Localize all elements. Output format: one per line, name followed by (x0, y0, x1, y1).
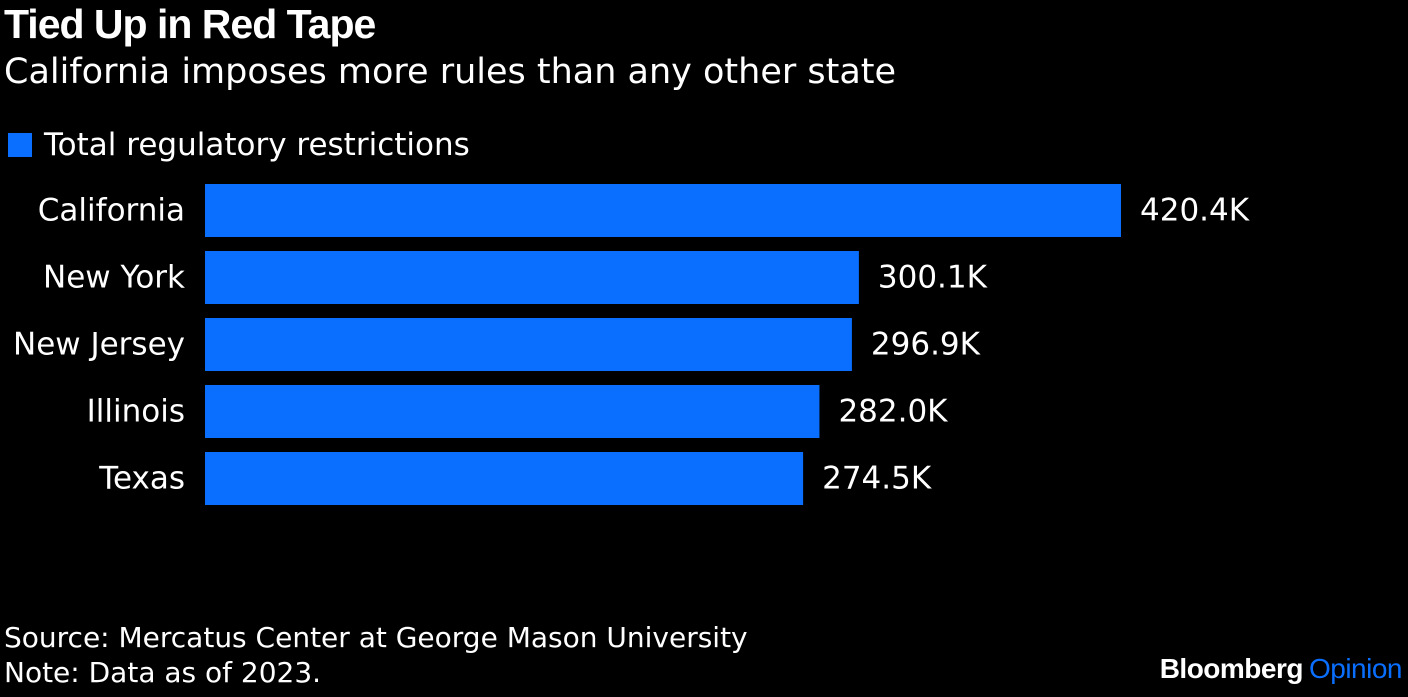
bar-illinois (205, 385, 820, 438)
chart-title: Tied Up in Red Tape (4, 1, 376, 47)
category-label: New Jersey (13, 327, 185, 363)
chart-subtitle: California imposes more rules than any o… (4, 52, 897, 92)
bar-california (205, 184, 1121, 237)
bar-new-jersey (205, 318, 852, 371)
category-label: California (38, 193, 185, 229)
legend: Total regulatory restrictions (8, 127, 470, 163)
category-label: Illinois (87, 394, 185, 430)
value-label: 296.9K (871, 327, 981, 363)
value-label: 282.0K (838, 394, 948, 430)
brand-name: Bloomberg (1159, 653, 1304, 684)
brand-sub: Opinion (1308, 653, 1403, 684)
brand-logo: Bloomberg Opinion (1159, 653, 1403, 685)
value-label: 274.5K (822, 461, 932, 497)
category-label: Texas (98, 461, 185, 497)
bar-new-york (205, 251, 859, 304)
legend-swatch (8, 133, 32, 157)
value-label: 300.1K (878, 260, 988, 296)
footer: Source: Mercatus Center at George Mason … (4, 620, 748, 690)
bar-chart: California 420.4K New York 300.1K New Jersey… (13, 184, 1250, 505)
legend-label: Total regulatory restrictions (44, 127, 470, 163)
bar-texas (205, 452, 804, 505)
source-note: Source: Mercatus Center at George Mason … (4, 621, 748, 654)
category-label: New York (43, 260, 185, 296)
value-label: 420.4K (1140, 193, 1250, 229)
data-note: Note: Data as of 2023. (4, 656, 322, 689)
